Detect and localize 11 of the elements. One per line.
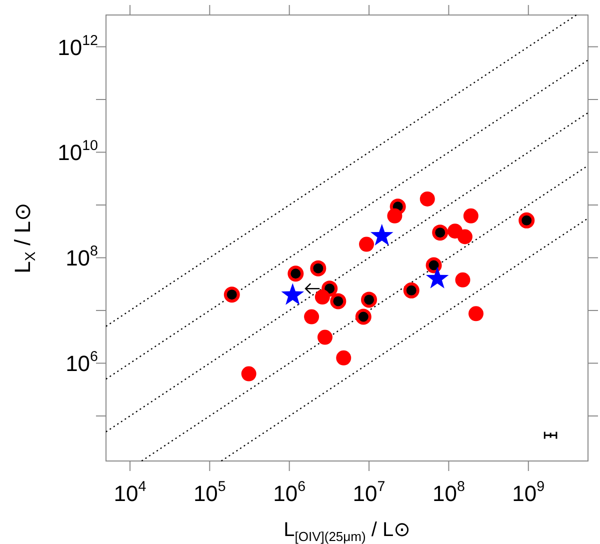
x-tick-label: 10$^{8}$ [432, 479, 465, 506]
y-tick-label: 10$^{12}$ [58, 32, 98, 60]
x-tick-label: 10$^{6}$ [273, 479, 306, 506]
x-tick-label: 10$^{7}$ [352, 479, 386, 506]
y-tick-label: 10$^{6}$ [66, 349, 98, 376]
x-tick-label: 10$^{4}$ [114, 479, 146, 506]
x-tick-label: 10$^{9}$ [512, 479, 545, 506]
y-tick-label: 10$^{10}$ [58, 138, 98, 166]
y-tick-label: 10$^{8}$ [66, 244, 98, 271]
x-axis-title: L$_{[OIV](25μm)}$ / L⊙ [284, 519, 410, 544]
x-tick-label: 10$^{5}$ [193, 479, 226, 506]
